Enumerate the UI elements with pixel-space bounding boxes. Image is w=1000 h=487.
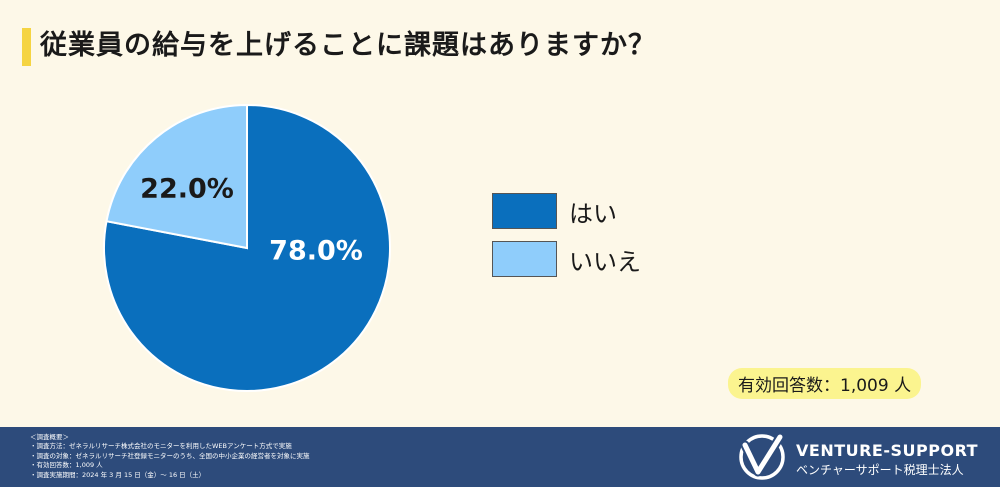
- brand-subtitle: ベンチャーサポート税理士法人: [796, 463, 964, 477]
- survey-note-line: ＜調査概要＞: [30, 433, 69, 441]
- pie-chart: 78.0% 22.0%: [103, 103, 391, 392]
- survey-note-line: ・調査方法：ゼネラルリサーチ株式会社のモニターを利用したWEBアンケート方式で実…: [30, 442, 292, 451]
- legend-label-no: いいえ: [569, 247, 641, 276]
- survey-note-line: ・調査の対象：ゼネラルリサーチ社登録モニターのうち、全国の中小企業の経営者を対象…: [30, 451, 310, 460]
- pie-label-yes: 78.0%: [269, 236, 363, 267]
- footer: ＜調査概要＞ ・調査方法：ゼネラルリサーチ株式会社のモニターを利用したWEBアン…: [0, 427, 1000, 487]
- title-accent-bar: [22, 28, 31, 66]
- survey-notes: ＜調査概要＞ ・調査方法：ゼネラルリサーチ株式会社のモニターを利用したWEBアン…: [30, 433, 310, 480]
- legend-label-yes: はい: [569, 199, 617, 228]
- pie-slice-no: [105, 103, 248, 250]
- legend-item-no: いいえ: [492, 241, 641, 277]
- brand-name: VENTURE-SUPPORT: [796, 441, 979, 460]
- survey-note-line: ・有効回答数：1,009 人: [30, 461, 103, 470]
- legend-item-yes: はい: [492, 193, 617, 229]
- chart-title: 従業員の給与を上げることに課題はありますか？: [40, 30, 656, 61]
- pie-label-no: 22.0%: [140, 174, 234, 205]
- legend-swatch-yes: [492, 193, 557, 229]
- survey-note-line: ・調査実施期間：2024 年 3 月 15 日（金）～ 16 日（土）: [30, 470, 206, 479]
- legend-swatch-no: [492, 241, 557, 277]
- respondent-count: 有効回答数：1,009 人: [728, 368, 922, 399]
- venture-support-logo-icon: [739, 432, 785, 480]
